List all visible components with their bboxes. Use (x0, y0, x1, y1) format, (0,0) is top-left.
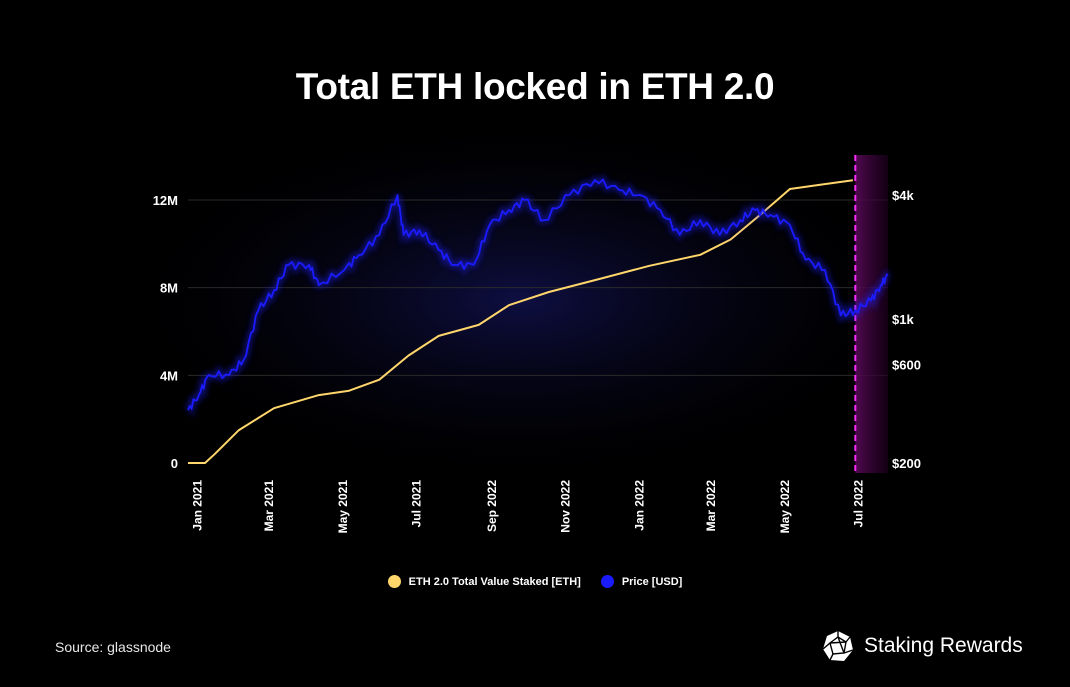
legend-label: Price [USD] (621, 575, 683, 588)
x-axis-tick-label: Nov 2022 (559, 480, 573, 533)
source-note: Source: glassnode (55, 639, 171, 655)
x-axis-tick-label: Jul 2022 (852, 480, 866, 528)
legend-swatch-yellow (387, 575, 401, 588)
x-axis-tick-label: Jan 2022 (633, 480, 647, 531)
legend: ETH 2.0 Total Value Staked [ETH] Price [… (0, 575, 1070, 588)
staking-rewards-logo-icon (822, 631, 854, 661)
x-axis-tick-label: May 2021 (336, 480, 350, 534)
left-axis-tick-label: 8M (160, 281, 178, 296)
x-axis-tick-label: Mar 2021 (262, 480, 276, 532)
x-axis-tick-label: Jan 2021 (190, 480, 204, 531)
right-axis-tick-label: $600 (892, 358, 921, 373)
left-axis-tick-label: 4M (160, 368, 178, 383)
legend-label: ETH 2.0 Total Value Staked [ETH] (408, 575, 581, 588)
right-axis-tick-label: $1k (892, 312, 914, 327)
brand-logo: Staking Rewards (822, 630, 1023, 662)
price-line (187, 178, 889, 411)
brand-name: Staking Rewards (864, 634, 1023, 657)
right-axis-tick-label: $200 (892, 456, 921, 471)
right-axis-tick-label: $4k (892, 188, 914, 203)
legend-swatch-blue (600, 575, 614, 588)
x-axis-tick-label: Jul 2021 (410, 480, 424, 528)
highlight-band (855, 155, 888, 473)
chart-title: Total ETH locked in ETH 2.0 (295, 66, 775, 107)
legend-item-staked: ETH 2.0 Total Value Staked [ETH] (387, 575, 581, 588)
background-glow (100, 110, 940, 490)
legend-item-price: Price [USD] (600, 575, 683, 588)
left-axis-tick-label: 12M (153, 193, 178, 208)
x-axis-tick-label: Sep 2022 (485, 480, 499, 532)
x-axis-tick-label: May 2022 (778, 480, 792, 534)
left-axis-tick-label: 0 (171, 456, 178, 471)
staked-eth-line (188, 179, 854, 464)
x-axis-tick-label: Mar 2022 (704, 480, 718, 532)
